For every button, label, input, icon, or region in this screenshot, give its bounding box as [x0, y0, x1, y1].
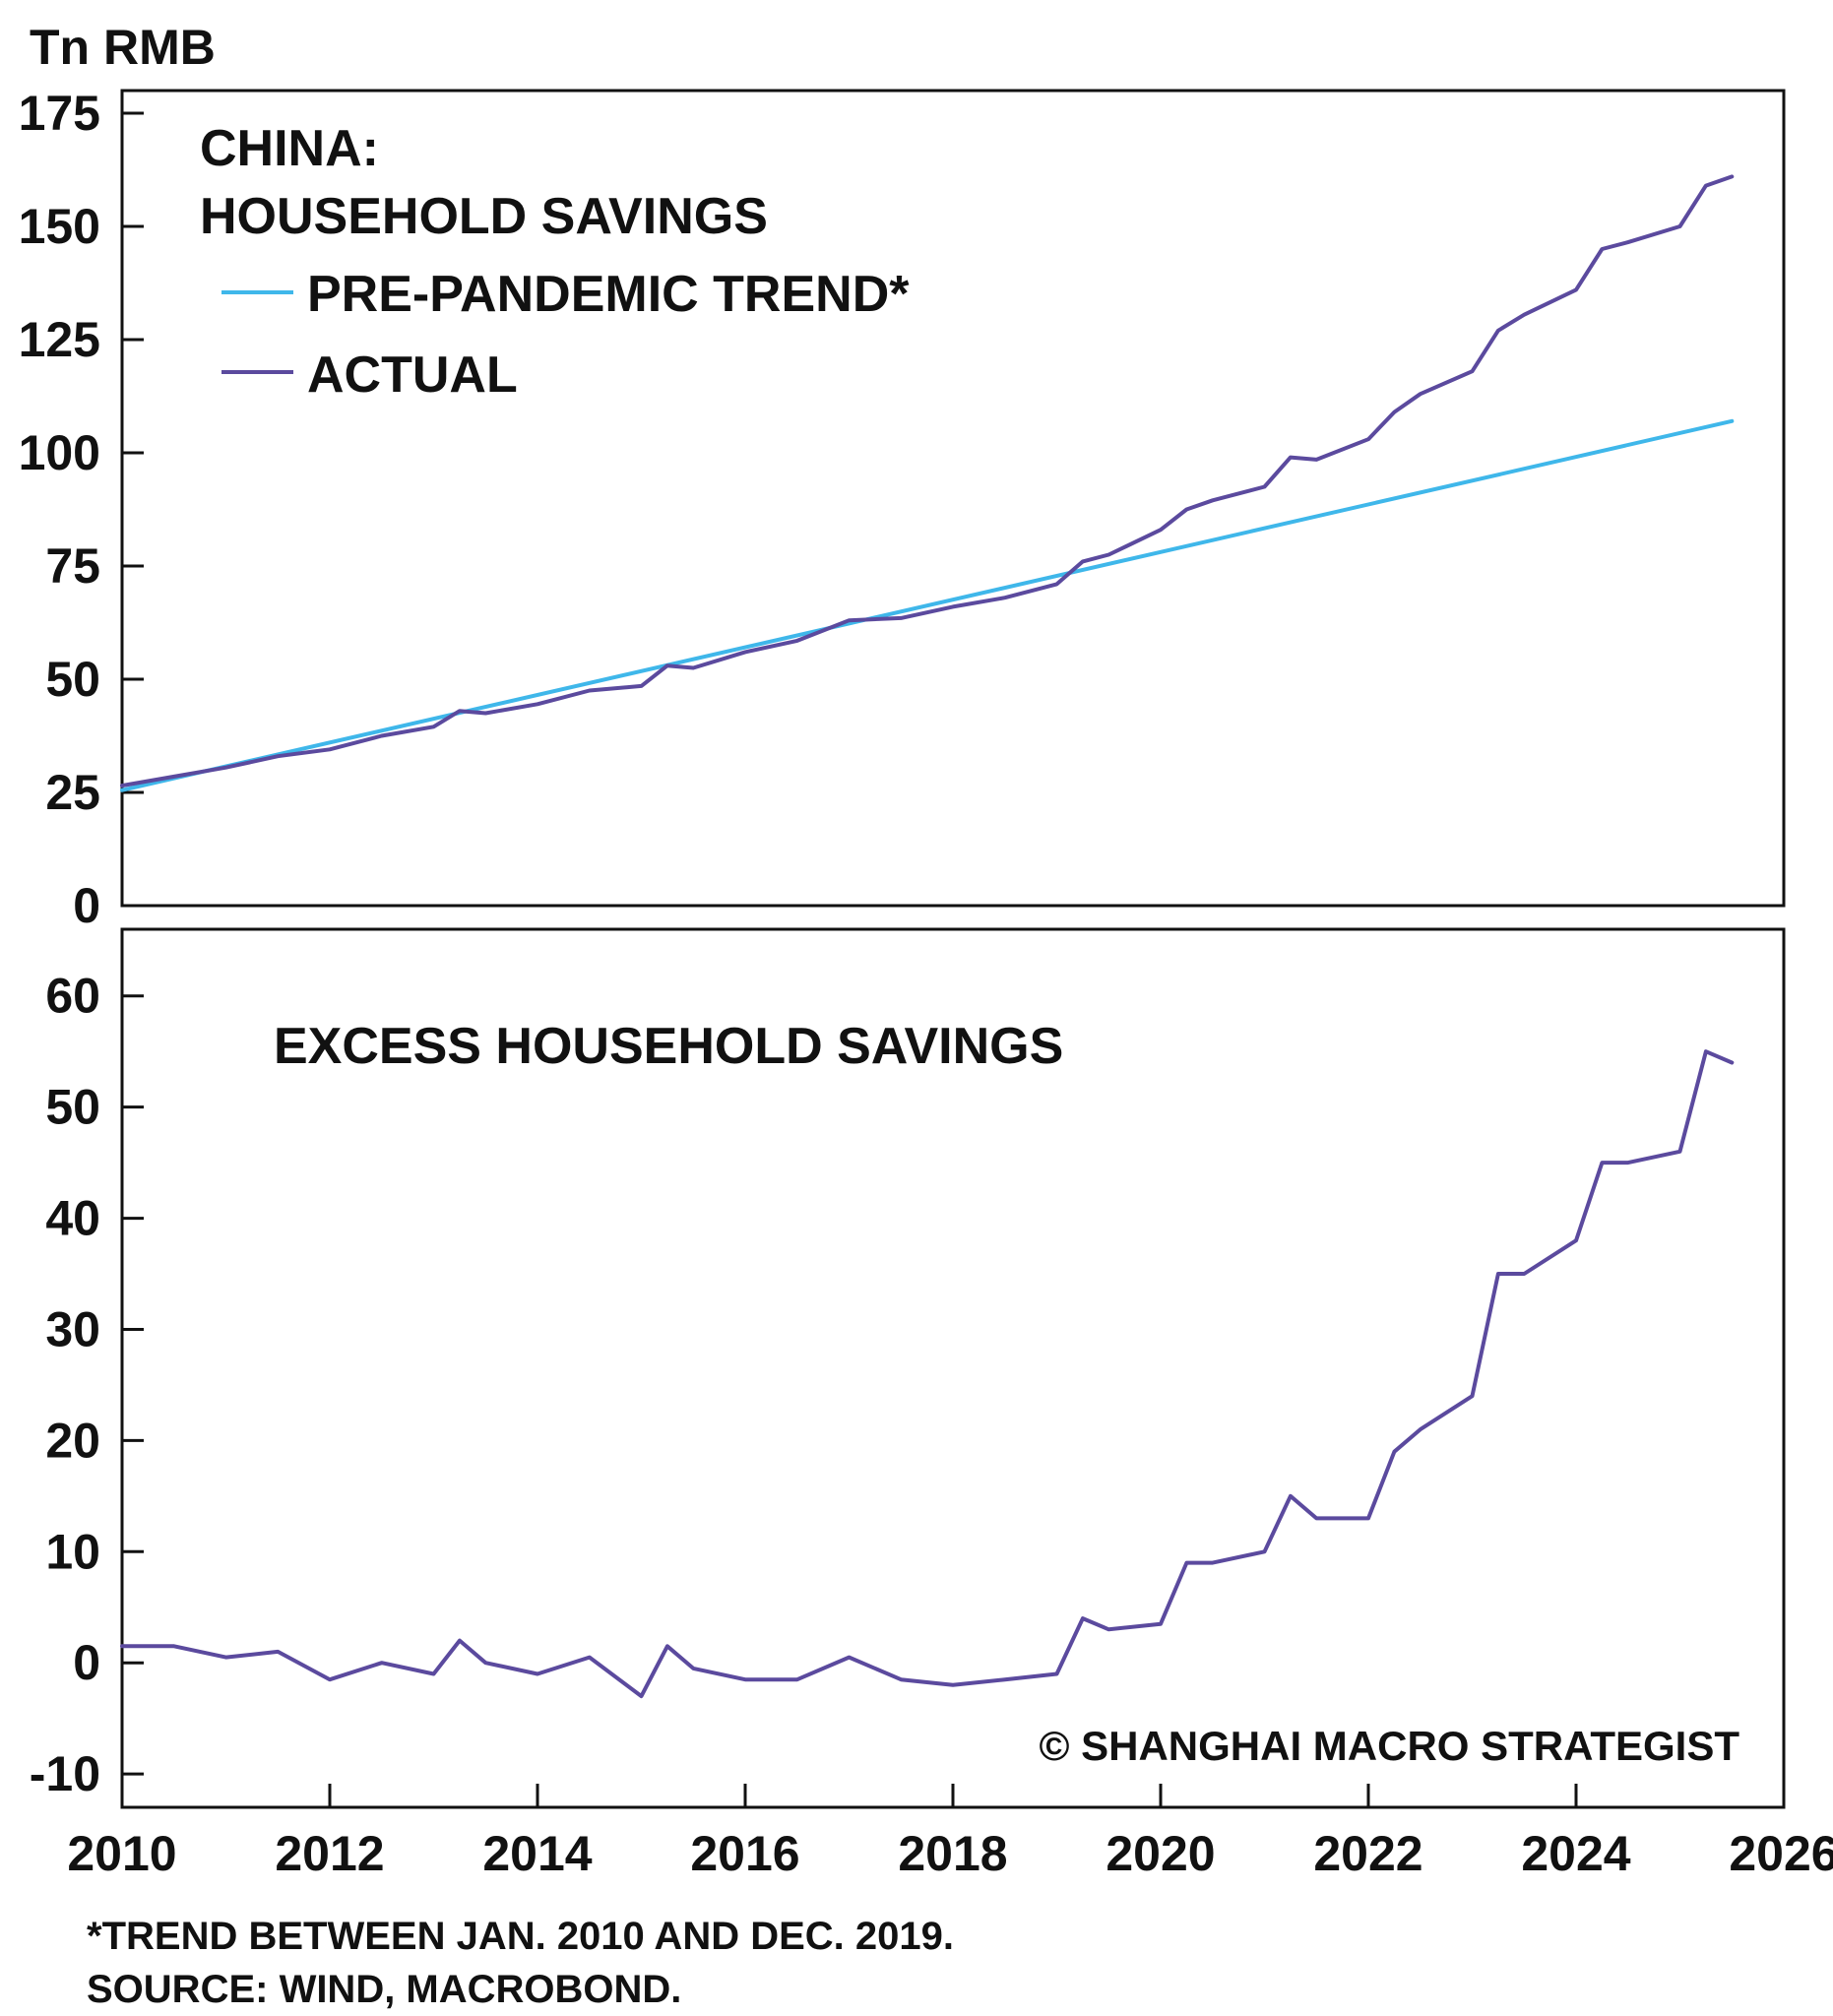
- bottom-y-tick-label: 30: [45, 1301, 100, 1356]
- top-series-line-pre-pandemic-trend: [120, 418, 1735, 792]
- x-tick-label: 2022: [1313, 1826, 1422, 1881]
- top-series-line-actual: [120, 174, 1735, 788]
- top-y-tick-label: 125: [19, 312, 100, 367]
- x-tick-label: 2020: [1106, 1826, 1215, 1881]
- bottom-y-tick-label: 10: [45, 1524, 100, 1579]
- top-plot-area: [120, 174, 1735, 792]
- top-panel-title-line-2: HOUSEHOLD SAVINGS: [200, 188, 768, 245]
- bottom-y-tick-label: 0: [73, 1635, 100, 1690]
- legend: PRE-PANDEMIC TREND* ACTUAL: [221, 266, 910, 404]
- copyright-text: © SHANGHAI MACRO STRATEGIST: [1040, 1723, 1740, 1769]
- bottom-plot-area: [120, 1049, 1735, 1699]
- bottom-y-axis: -10 0 10 20 30 40 50 60: [30, 969, 144, 1801]
- x-axis: 2010 2012 2014 2016 2018 2020 2022 2024 2026: [67, 1784, 1833, 1881]
- bottom-y-tick-label: 20: [45, 1413, 100, 1468]
- source-text: SOURCE: WIND, MACROBOND.: [87, 1968, 681, 2011]
- top-y-tick-label: 0: [73, 878, 100, 933]
- bottom-series-line-excess: [120, 1049, 1735, 1699]
- bottom-panel-title: EXCESS HOUSEHOLD SAVINGS: [274, 1018, 1063, 1075]
- unit-label: Tn RMB: [30, 20, 216, 75]
- top-y-tick-label: 100: [19, 425, 100, 480]
- top-y-tick-label: 75: [45, 538, 100, 594]
- x-tick-label: 2010: [67, 1826, 176, 1881]
- legend-label-trend: PRE-PANDEMIC TREND*: [307, 266, 910, 323]
- top-panel-frame: [120, 89, 1786, 908]
- bottom-y-tick-label: 60: [45, 969, 100, 1024]
- legend-label-actual: ACTUAL: [307, 346, 518, 404]
- footnote-text: *TREND BETWEEN JAN. 2010 AND DEC. 2019.: [87, 1915, 954, 1958]
- bottom-y-tick-label: 50: [45, 1080, 100, 1135]
- x-tick-label: 2016: [690, 1826, 799, 1881]
- top-y-tick-label: 175: [19, 86, 100, 141]
- top-y-tick-label: 150: [19, 199, 100, 254]
- x-tick-label: 2014: [482, 1826, 592, 1881]
- top-y-axis: 0 25 50 75 100 125 150 175: [19, 86, 144, 933]
- x-tick-label: 2018: [898, 1826, 1007, 1881]
- bottom-y-tick-label: 40: [45, 1191, 100, 1246]
- top-panel-title-line-1: CHINA:: [200, 120, 379, 177]
- x-tick-label: 2026: [1729, 1826, 1833, 1881]
- top-y-tick-label: 50: [45, 652, 100, 707]
- x-tick-label: 2024: [1521, 1826, 1630, 1881]
- bottom-y-tick-label: -10: [30, 1746, 100, 1801]
- x-tick-label: 2012: [275, 1826, 384, 1881]
- top-y-tick-label: 25: [45, 765, 100, 820]
